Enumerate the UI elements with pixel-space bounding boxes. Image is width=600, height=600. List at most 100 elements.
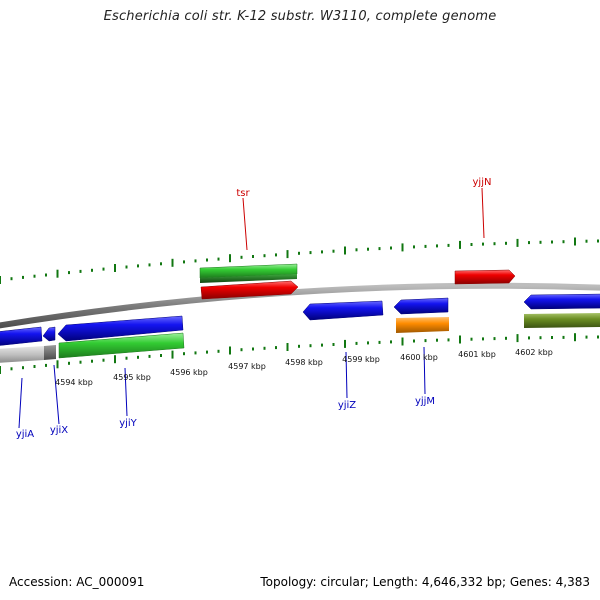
forward-ruler-tick (562, 240, 565, 244)
reverse-ruler-tick (206, 350, 208, 354)
reverse-ruler-tick (194, 351, 197, 355)
reverse-ruler-tick (45, 363, 47, 367)
forward-ruler-tick (321, 250, 323, 254)
kbp-scale-labels: 4594 kbp 4595 kbp 4596 kbp 4597 kbp 4598… (55, 348, 553, 387)
forward-ruler-tick (528, 241, 530, 245)
tick-ruler-reverse (0, 333, 599, 374)
forward-ruler-tick (45, 273, 47, 277)
gene-darkgreen-forward[interactable] (200, 274, 297, 283)
forward-ruler-tick (183, 260, 185, 264)
gene-blue-right[interactable] (523, 293, 600, 310)
gene-tsr[interactable] (200, 280, 299, 300)
forward-ruler-tick (401, 243, 404, 252)
forward-ruler-tick (171, 258, 174, 267)
forward-ruler-tick (298, 251, 300, 255)
reverse-ruler-tick (321, 343, 323, 347)
topology-text: Topology: circular; Length: 4,646,332 bp… (260, 575, 590, 589)
leader-tsr (242, 197, 248, 251)
reverse-ruler-tick (56, 360, 59, 369)
forward-ruler-tick (482, 242, 484, 246)
reverse-ruler-tick (401, 337, 404, 346)
forward-ruler-tick (470, 243, 473, 246)
forward-ruler-tick (56, 269, 59, 278)
accession-text: Accession: AC_000091 (9, 575, 145, 589)
forward-ruler-tick (263, 254, 266, 258)
forward-ruler-tick (206, 258, 208, 262)
gene-yjiZ[interactable] (302, 300, 384, 321)
reverse-ruler-tick (114, 355, 116, 364)
reverse-ruler-tick (240, 348, 243, 352)
label-yjiZ[interactable]: yjiZ (338, 400, 356, 411)
forward-strand (199, 263, 516, 300)
gene-green-reverse[interactable] (58, 332, 185, 359)
gene-grey-reverse[interactable] (0, 346, 44, 363)
gene-yjjM[interactable] (393, 297, 449, 315)
forward-ruler-tick (217, 257, 220, 261)
reverse-ruler-tick (125, 356, 128, 360)
reverse-ruler-tick (309, 344, 312, 348)
forward-ruler-tick (91, 268, 93, 272)
gene-yjjN[interactable] (454, 269, 516, 285)
forward-ruler-tick (424, 244, 427, 248)
reverse-ruler-tick (447, 338, 450, 342)
leader-yjiY (124, 367, 128, 417)
forward-ruler-tick (275, 253, 277, 257)
tick-ruler-forward (0, 237, 599, 284)
reverse-ruler-tick (79, 360, 82, 364)
genome-title: Escherichia coli str. K-12 substr. W3110… (103, 9, 497, 24)
forward-ruler-tick (447, 243, 450, 247)
forward-ruler-tick (286, 250, 289, 259)
reverse-ruler-tick (436, 338, 438, 342)
gene-darkgrey-reverse[interactable] (44, 345, 56, 360)
gene-yjiA[interactable] (0, 326, 43, 346)
forward-ruler-tick (585, 239, 588, 243)
forward-ruler-tick (0, 276, 1, 284)
forward-ruler-tick (367, 247, 369, 251)
reverse-ruler-tick (68, 361, 70, 365)
reverse-ruler-tick (252, 347, 254, 351)
forward-ruler-tick (102, 267, 105, 271)
reverse-ruler-tick (263, 346, 266, 350)
label-yjiY[interactable]: yjiY (119, 418, 137, 429)
reverse-ruler-tick (91, 359, 93, 363)
forward-ruler-tick (516, 238, 519, 247)
label-yjiX[interactable]: yjiX (50, 425, 68, 436)
gene-yjiX[interactable] (42, 326, 56, 342)
forward-ruler-tick (240, 255, 243, 259)
reverse-ruler-tick (286, 343, 289, 351)
forward-ruler-tick (597, 239, 599, 243)
reverse-ruler-tick (102, 358, 105, 362)
label-yjjN[interactable]: yjjN (473, 177, 492, 188)
reverse-ruler-tick (539, 336, 542, 340)
leader-yjjN (481, 187, 485, 239)
forward-ruler-tick (574, 237, 576, 246)
label-tsr[interactable]: tsr (236, 188, 250, 199)
forward-ruler-tick (125, 265, 128, 269)
gene-olive-reverse[interactable] (524, 313, 600, 328)
reverse-ruler-tick (470, 337, 473, 341)
genome-backbone (0, 282, 600, 329)
reverse-ruler-tick (459, 335, 461, 344)
label-yjjM[interactable]: yjjM (415, 396, 435, 407)
reverse-ruler-tick (574, 333, 576, 342)
kbp-label-4602: 4602 kbp (515, 348, 553, 357)
forward-ruler-tick (493, 242, 496, 246)
reverse-ruler-tick (137, 355, 139, 359)
forward-ruler-tick (505, 241, 507, 245)
reverse-ruler-tick (551, 336, 553, 339)
forward-ruler-tick (137, 264, 139, 268)
reverse-ruler-tick (344, 339, 346, 348)
label-yjiA[interactable]: yjiA (16, 429, 34, 440)
gene-orange-reverse[interactable] (396, 317, 449, 333)
reverse-ruler-tick (482, 337, 484, 341)
gene-yjiY[interactable] (57, 315, 184, 342)
kbp-label-4601: 4601 kbp (458, 350, 496, 359)
reverse-ruler-tick (562, 335, 565, 339)
reverse-ruler-tick (160, 354, 162, 357)
reverse-ruler-tick (229, 346, 231, 355)
reverse-ruler-tick (505, 336, 507, 340)
kbp-label-4598: 4598 kbp (285, 358, 323, 367)
kbp-label-4596: 4596 kbp (170, 368, 208, 377)
forward-ruler-tick (332, 249, 335, 253)
